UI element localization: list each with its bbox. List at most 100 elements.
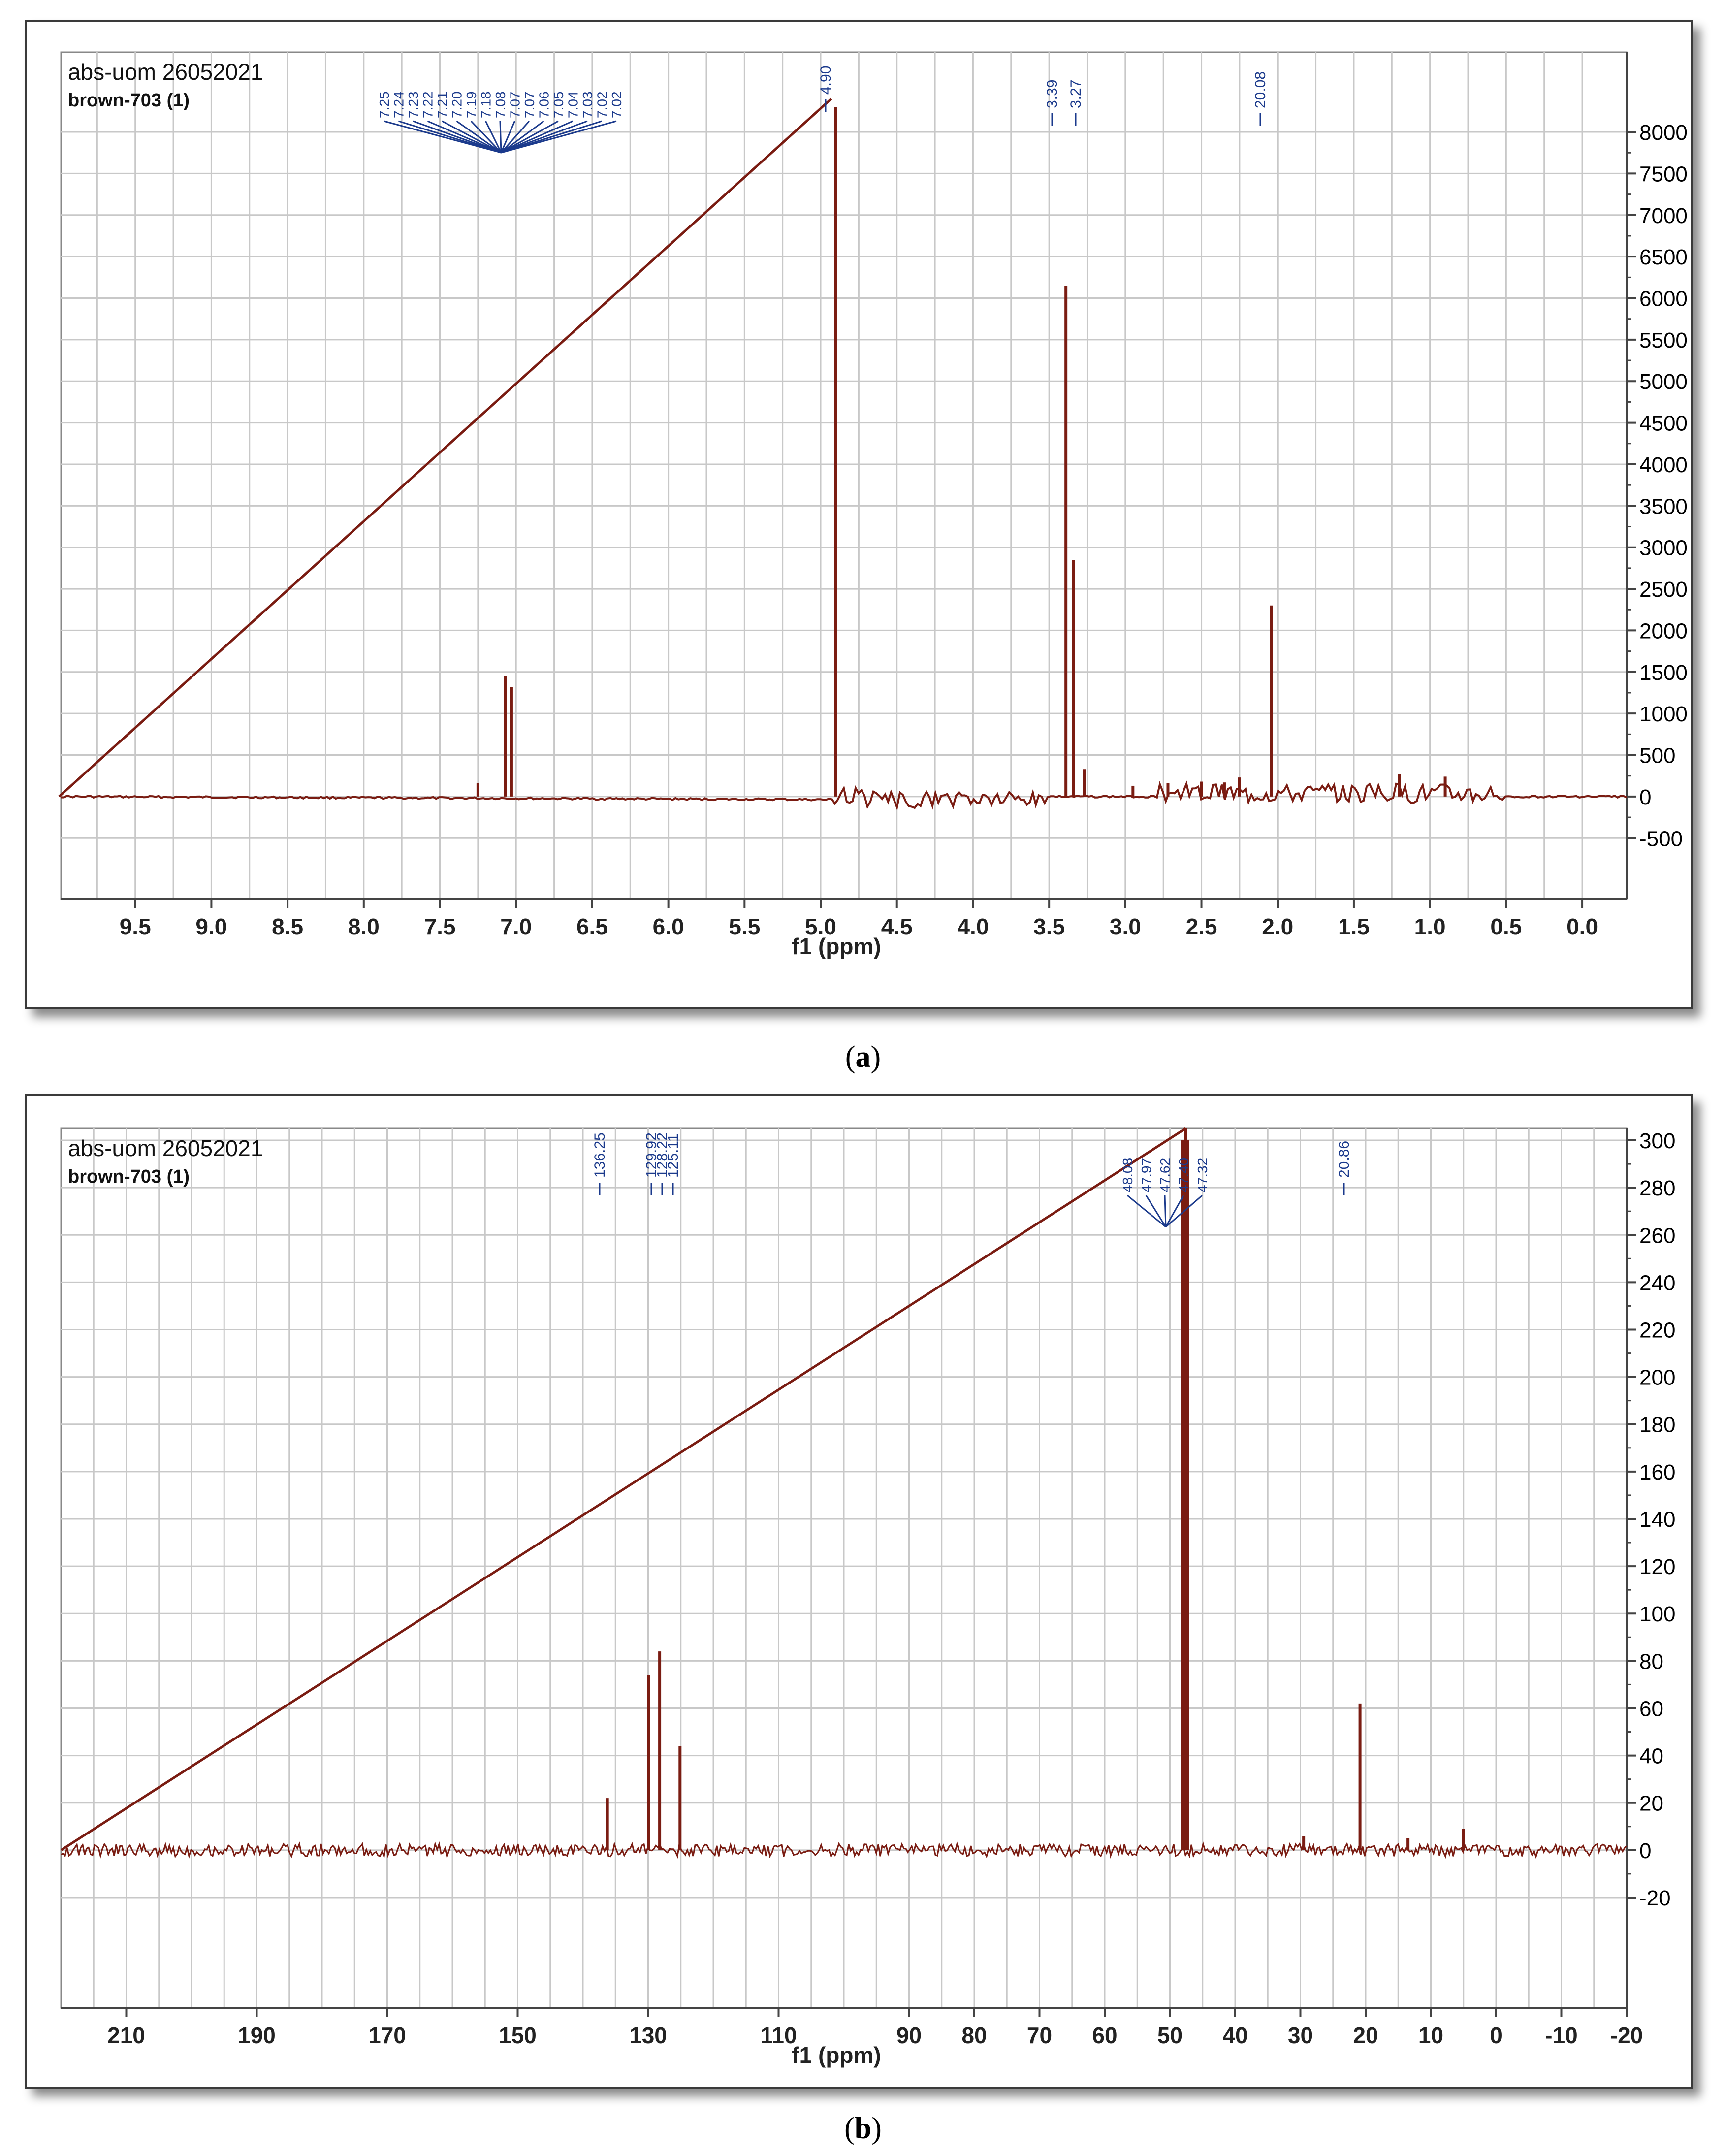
y-tick-label: 2500 [1639, 578, 1688, 602]
peak-label-connector [1165, 1195, 1184, 1227]
y-tick-label: 260 [1639, 1223, 1675, 1248]
peak-label-connector [1165, 1194, 1203, 1228]
x-tick-label: 150 [499, 2023, 537, 2048]
x-tick-label: 80 [961, 2023, 987, 2048]
peak-label: 20.86 [1336, 1141, 1352, 1178]
grid [61, 52, 1627, 899]
x-tick-label: 7.5 [424, 914, 456, 939]
peak-label-group-item: 7.19 [464, 92, 479, 119]
baseline-trace [61, 780, 1627, 811]
y-tick-label: 3000 [1639, 536, 1688, 560]
x-tick-label: 130 [629, 2023, 667, 2048]
peak-label-group-item: 7.20 [449, 92, 465, 119]
x-tick-label: 40 [1222, 2023, 1247, 2048]
y-tick-label: 220 [1639, 1319, 1675, 1343]
y-tick-label: 120 [1639, 1555, 1675, 1579]
x-tick-label: 4.5 [881, 914, 913, 939]
peak-label-group-item: 47.32 [1195, 1158, 1210, 1192]
integral-curve [60, 1127, 1186, 1851]
y-tick-label: 140 [1639, 1508, 1675, 1532]
peak-label-group-item: 7.06 [537, 92, 552, 119]
peak-label-group-item: 7.02 [609, 92, 624, 119]
y-tick-label: 180 [1639, 1413, 1675, 1437]
peak-label-group-item: 7.05 [551, 92, 566, 119]
x-tick-label: 1.5 [1338, 914, 1370, 939]
x-tick-label: 210 [107, 2023, 145, 2048]
nmr-panel-b: 300 280 260 240 220 200 180 160 140 120 100 80 60 40 2… [25, 1094, 1693, 2089]
peak-label: 4.90 [818, 66, 834, 95]
x-tick-label: 9.5 [120, 914, 151, 939]
x-tick-label: 50 [1157, 2023, 1183, 2048]
header-line-1: abs-uom 26052021 [68, 59, 263, 85]
peak-label-group-item: 7.22 [420, 92, 436, 119]
peak-label-group-item: 7.02 [595, 92, 610, 119]
peak-label-group-item: 7.25 [377, 92, 392, 119]
x-tick-label: 6.5 [576, 914, 608, 939]
peak-label-connector [500, 121, 530, 153]
y-tick-label: 40 [1639, 1744, 1663, 1769]
peak-label-connector [456, 120, 502, 154]
y-tick-label: 5000 [1639, 370, 1688, 394]
y-tick-label: 6500 [1639, 245, 1688, 269]
baseline-path [61, 780, 1627, 811]
peak-label-group-item: 7.23 [406, 92, 421, 119]
x-tick-label: 60 [1092, 2023, 1117, 2048]
nmr-panel-a: 8000 7500 7000 6500 6000 5500 5000 4500 4000 3500… [25, 20, 1693, 1009]
peak-label-group-item: 7.24 [391, 92, 407, 119]
peak-label-group-item: 7.18 [479, 92, 494, 119]
baseline-path [61, 1841, 1628, 1860]
peaks [476, 107, 1447, 797]
x-tick-label: 5.5 [729, 914, 760, 939]
x-axis-label: f1 (ppm) [792, 2042, 881, 2068]
y-tick-label: 280 [1639, 1176, 1675, 1200]
peak-label: 20.08 [1252, 71, 1269, 108]
peak-label-connector [413, 120, 502, 154]
plot-area [60, 51, 1628, 900]
nmr-spectrum-b: 3002802602402202001801601401201008060402… [60, 1127, 1675, 2068]
baseline-trace [61, 1841, 1628, 1860]
peak-label: 128.22 [654, 1132, 671, 1178]
peak-label: 3.39 [1044, 80, 1060, 108]
peak-label-connector [398, 120, 502, 154]
y-tick-label: 8000 [1639, 121, 1688, 145]
y-tick-label: 4500 [1639, 412, 1688, 436]
x-tick-label: 4.0 [957, 914, 989, 939]
x-tick-label: 70 [1027, 2023, 1052, 2048]
x-tick-label: 190 [238, 2023, 276, 2048]
y-tick-label: -500 [1639, 827, 1683, 851]
y-tick-label: 5500 [1639, 328, 1688, 353]
header-line-1: abs-uom 26052021 [68, 1135, 263, 1161]
y-tick-label: 500 [1639, 744, 1675, 768]
y-tick-label: 3500 [1639, 494, 1688, 518]
caption-letter-b: b [854, 2112, 872, 2145]
header-line-2: brown-703 (1) [68, 1166, 190, 1187]
peak-label-connector [501, 120, 559, 154]
peak-label-group-item: 7.07 [522, 92, 537, 119]
y-tick-label: 7000 [1639, 204, 1688, 228]
x-tick-label: 10 [1418, 2023, 1443, 2048]
integral-curve [58, 97, 832, 798]
peak-label-group-item: 7.07 [508, 92, 523, 119]
x-tick-label: 90 [896, 2023, 922, 2048]
peak-label-connector [499, 121, 502, 153]
y-tick-label: 4000 [1639, 453, 1688, 477]
x-tick-label: 30 [1288, 2023, 1313, 2048]
x-tick-label: 6.0 [653, 914, 684, 939]
x-tick-label: 8.5 [272, 914, 303, 939]
x-tick-label: 110 [760, 2023, 797, 2048]
peak-label-group-item: 47.40 [1176, 1158, 1191, 1192]
y-tick-label: 0 [1639, 1839, 1651, 1863]
peak-label-connector [485, 121, 502, 153]
x-tick-label: 2.5 [1186, 914, 1217, 939]
peak-label: 3.27 [1068, 80, 1084, 108]
peak-label-group-item: 7.08 [493, 92, 508, 119]
y-tick-label: 80 [1639, 1649, 1663, 1673]
peak-label-connector [442, 120, 502, 154]
peak-label-connector [1145, 1195, 1167, 1227]
peak-label-connector [501, 120, 544, 154]
y-tick-label: 240 [1639, 1271, 1675, 1295]
peak-label-group-item: 48.08 [1120, 1158, 1135, 1192]
x-tick-label: 2.0 [1262, 914, 1293, 939]
header-line-2: brown-703 (1) [68, 90, 190, 111]
x-axis-label: f1 (ppm) [792, 933, 881, 959]
